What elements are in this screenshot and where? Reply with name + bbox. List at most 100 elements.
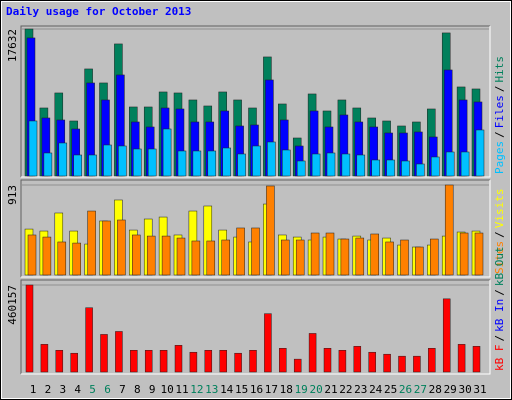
legend-separator: / — [493, 231, 506, 238]
bar — [132, 234, 141, 276]
x-tick-label: 16 — [250, 383, 263, 396]
y-tick-label: 460157 — [6, 285, 19, 325]
legend-entry: Sites — [493, 241, 506, 274]
bar — [279, 348, 287, 373]
bar — [281, 239, 290, 276]
bar — [207, 150, 217, 177]
bar — [133, 148, 142, 177]
bar — [192, 150, 202, 177]
bar — [25, 284, 34, 373]
panel-shadow — [20, 179, 490, 277]
x-tick-label: 20 — [309, 383, 322, 396]
panel-light — [21, 280, 491, 375]
bar — [85, 307, 93, 373]
bar — [222, 147, 231, 177]
bar — [474, 232, 484, 276]
x-tick-label: 10 — [160, 383, 173, 396]
panel-light — [21, 26, 491, 178]
bar — [55, 350, 64, 373]
bar — [459, 232, 469, 276]
legend-separator: / — [493, 131, 506, 138]
bar — [400, 239, 409, 276]
legend: Pages / Files / Hits — [493, 56, 506, 174]
bar — [88, 154, 97, 177]
x-tick-label: 13 — [205, 383, 218, 396]
bar — [146, 235, 156, 276]
bar — [386, 159, 395, 177]
bar — [340, 238, 350, 276]
panel-shadow — [20, 279, 490, 374]
bar — [251, 227, 260, 276]
legend-entry: kB Out — [493, 246, 506, 286]
bar — [57, 241, 67, 276]
bar — [42, 236, 52, 276]
bar — [326, 152, 336, 177]
legend-separator: / — [493, 86, 506, 93]
bar — [353, 346, 362, 373]
bar — [130, 350, 138, 373]
x-tick-label: 4 — [74, 383, 81, 396]
bar — [237, 153, 246, 177]
x-tick-label: 18 — [280, 383, 293, 396]
bar — [191, 240, 201, 276]
bar — [236, 227, 245, 276]
bar — [100, 334, 108, 373]
bar — [102, 220, 111, 276]
legend-entry: Visits — [493, 189, 506, 229]
chart-title: Daily usage for October 2013 — [6, 5, 191, 18]
bar — [161, 235, 171, 276]
bar — [249, 350, 257, 373]
panel-shadow — [20, 25, 490, 177]
x-tick-label: 1 — [30, 383, 37, 396]
x-tick-label: 19 — [295, 383, 308, 396]
bar — [159, 350, 168, 373]
bar — [416, 163, 425, 177]
x-tick-label: 9 — [149, 383, 156, 396]
bar — [311, 153, 321, 177]
bar — [293, 358, 302, 373]
bar — [325, 232, 335, 276]
x-tick-label: 12 — [190, 383, 203, 396]
bar — [117, 219, 126, 276]
x-tick-label: 26 — [399, 383, 412, 396]
bar — [475, 129, 485, 177]
x-tick-label: 24 — [369, 383, 383, 396]
bar — [415, 246, 424, 276]
y-tick-label: 913 — [6, 185, 19, 205]
bar — [73, 154, 82, 177]
x-tick-label: 6 — [104, 383, 111, 396]
bar — [338, 350, 347, 373]
bar — [341, 153, 351, 177]
bar — [282, 149, 291, 177]
legend-separator: / — [493, 289, 506, 296]
bar — [370, 233, 379, 276]
bar — [115, 331, 123, 373]
legend-entry: Files — [493, 95, 506, 128]
bar — [323, 348, 332, 373]
legend-separator: / — [493, 335, 506, 342]
bar — [413, 355, 421, 373]
x-tick-label: 7 — [119, 383, 126, 396]
x-tick-label: 17 — [265, 383, 278, 396]
bar — [72, 242, 81, 276]
bar — [58, 142, 68, 177]
bar — [401, 160, 410, 177]
legend-entry: kB F — [493, 345, 506, 372]
bar — [147, 148, 157, 177]
bar — [445, 151, 455, 177]
x-tick-label: 28 — [429, 383, 442, 396]
bar — [295, 239, 305, 276]
x-tick-label: 14 — [220, 383, 234, 396]
x-tick-label: 23 — [354, 383, 367, 396]
x-tick-label: 8 — [134, 383, 141, 396]
bar — [310, 232, 320, 276]
bar — [356, 154, 366, 177]
bar — [189, 351, 198, 373]
bar — [460, 151, 470, 177]
bar — [398, 355, 406, 373]
x-tick-label: 11 — [175, 383, 188, 396]
bar — [221, 239, 230, 276]
legend-entry: kB In — [493, 299, 506, 332]
